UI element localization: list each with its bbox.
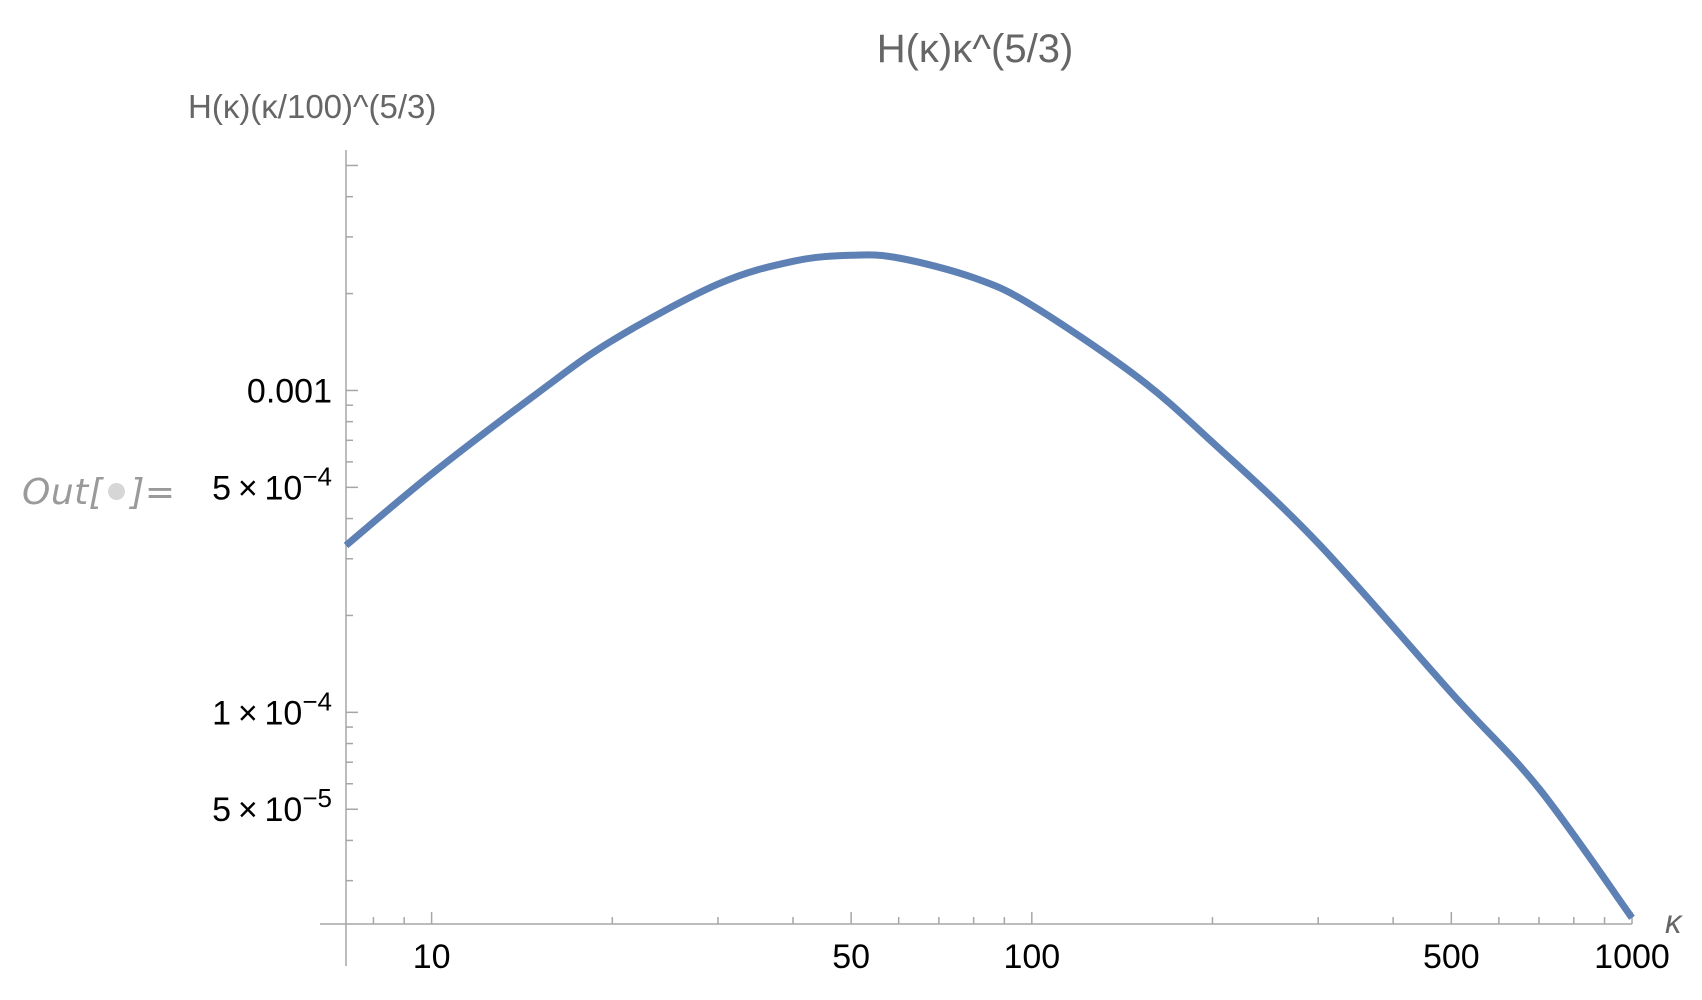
cell-indicator-icon	[108, 482, 126, 500]
y-tick-label: 0.001	[247, 372, 332, 410]
y-tick-label: 1 × 10−4	[212, 686, 332, 732]
x-tick-label: 50	[832, 938, 870, 976]
y-axis-ticks: 0.001 5 × 10−4 1 × 10−4 5 × 10−5	[212, 164, 358, 882]
x-tick-label: 100	[1003, 938, 1060, 976]
x-axis-ticks: 10 50 100 500 1000	[372, 912, 1670, 976]
out-prefix: Out[	[22, 472, 104, 513]
x-tick-label: 1000	[1594, 938, 1670, 976]
series-line	[343, 251, 1635, 920]
x-tick-label: 10	[413, 938, 451, 976]
axes	[320, 150, 1632, 966]
y-axis-label: H(κ)(κ/100)^(5/3)	[188, 88, 436, 125]
x-axis-label: κ	[1665, 903, 1683, 940]
out-suffix: ]=	[130, 472, 176, 513]
chart-title: H(κ)κ^(5/3)	[877, 27, 1074, 71]
output-cell-label: Out[ ]=	[22, 472, 176, 513]
x-tick-label: 500	[1423, 938, 1480, 976]
y-tick-label: 5 × 10−5	[212, 783, 332, 829]
y-tick-label: 5 × 10−4	[212, 461, 332, 507]
